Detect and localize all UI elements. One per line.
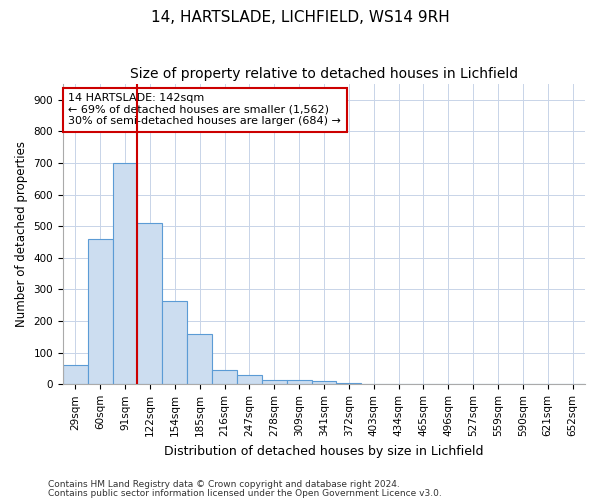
Bar [212, 370, 237, 384]
Bar [262, 380, 287, 384]
Bar [311, 381, 337, 384]
Y-axis label: Number of detached properties: Number of detached properties [15, 141, 28, 327]
Text: Contains HM Land Registry data © Crown copyright and database right 2024.: Contains HM Land Registry data © Crown c… [48, 480, 400, 489]
Bar [137, 223, 163, 384]
Bar [287, 380, 311, 384]
Bar [113, 163, 137, 384]
X-axis label: Distribution of detached houses by size in Lichfield: Distribution of detached houses by size … [164, 444, 484, 458]
Text: 14 HARTSLADE: 142sqm
← 69% of detached houses are smaller (1,562)
30% of semi-de: 14 HARTSLADE: 142sqm ← 69% of detached h… [68, 93, 341, 126]
Bar [88, 239, 113, 384]
Bar [337, 382, 361, 384]
Bar [63, 366, 88, 384]
Text: 14, HARTSLADE, LICHFIELD, WS14 9RH: 14, HARTSLADE, LICHFIELD, WS14 9RH [151, 10, 449, 25]
Title: Size of property relative to detached houses in Lichfield: Size of property relative to detached ho… [130, 68, 518, 82]
Text: Contains public sector information licensed under the Open Government Licence v3: Contains public sector information licen… [48, 488, 442, 498]
Bar [163, 300, 187, 384]
Bar [237, 375, 262, 384]
Bar [187, 334, 212, 384]
